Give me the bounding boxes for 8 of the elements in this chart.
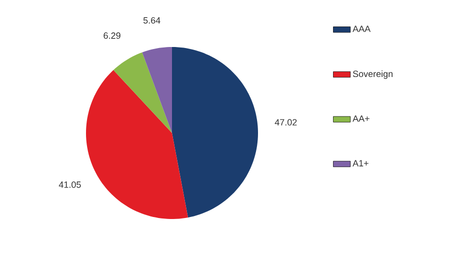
data-label: 41.05 xyxy=(58,181,81,188)
legend-label: Sovereign xyxy=(352,70,393,79)
legend-label: A1+ xyxy=(352,160,368,166)
legend-label: AA+ xyxy=(352,115,370,122)
data-label: 5.64 xyxy=(143,17,160,24)
data-label: 6.29 xyxy=(104,32,120,39)
data-label: 47.02 xyxy=(274,119,297,126)
legend-label: AAA xyxy=(352,26,371,32)
